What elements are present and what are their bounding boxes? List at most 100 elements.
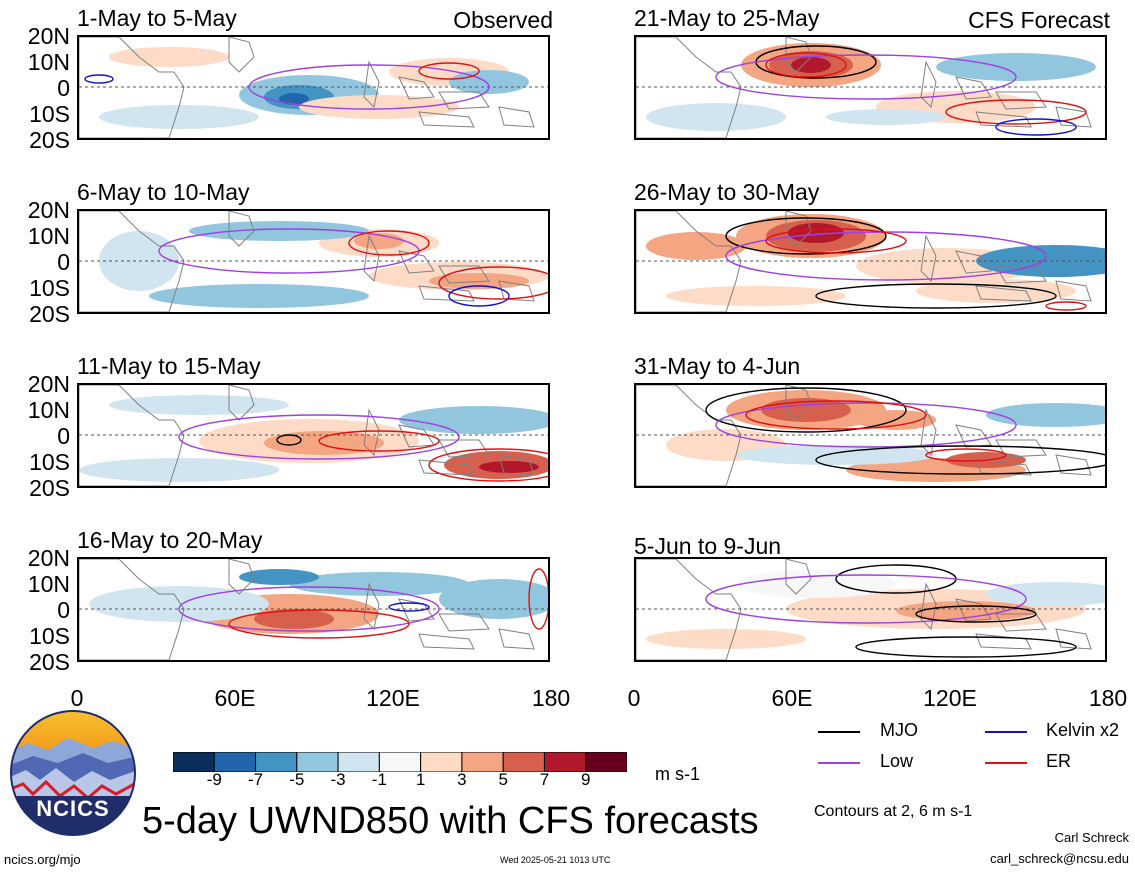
contour-line bbox=[178, 586, 440, 632]
low-line-swatch bbox=[818, 762, 860, 764]
coastline bbox=[228, 385, 255, 421]
coastline bbox=[920, 60, 937, 109]
legend-low: Low bbox=[880, 751, 914, 771]
coastline bbox=[498, 454, 535, 476]
wave-contours bbox=[84, 62, 490, 110]
anomaly-blob bbox=[986, 403, 1105, 427]
coastline bbox=[1055, 628, 1092, 650]
website-link[interactable]: ncics.org/mjo bbox=[4, 852, 81, 867]
coastline bbox=[438, 439, 490, 458]
coastline bbox=[995, 613, 1047, 632]
map-panel-26-may-30-may bbox=[634, 209, 1107, 314]
ncics-logo: NCICS bbox=[8, 708, 138, 838]
legend-er: ER bbox=[1046, 751, 1072, 771]
lon-180-left: 180 bbox=[531, 685, 571, 711]
contour-line bbox=[228, 609, 410, 639]
panel-title-2: 6-May to 10-May bbox=[77, 179, 250, 205]
panel-title-3: 11-May to 15-May bbox=[77, 353, 261, 379]
colorbar-swatch bbox=[585, 752, 627, 772]
colorbar-tick-label: -3 bbox=[330, 770, 346, 789]
coastline bbox=[995, 91, 1047, 110]
wave-contours bbox=[158, 228, 548, 307]
coastlines bbox=[636, 559, 1092, 660]
coastline bbox=[498, 106, 535, 128]
coastline bbox=[79, 559, 185, 660]
coastlines bbox=[79, 211, 535, 312]
mjo-line-swatch bbox=[818, 731, 860, 733]
colorbar-tick-label: 5 bbox=[498, 770, 508, 789]
colorbar bbox=[173, 752, 627, 772]
coastline bbox=[1055, 106, 1092, 128]
lat-20s: 20S bbox=[29, 475, 70, 501]
colorbar-tick-label: 1 bbox=[415, 770, 426, 789]
anomaly-blob bbox=[646, 103, 786, 131]
lat-10n: 10N bbox=[27, 223, 70, 249]
contour-line bbox=[715, 402, 1017, 448]
panel-title-1: 1-May to 5-May bbox=[77, 5, 237, 31]
contour-line bbox=[765, 52, 847, 78]
anomaly-blob bbox=[89, 586, 269, 622]
anomaly-shading bbox=[99, 47, 529, 129]
map-panel-21-may-25-may bbox=[634, 35, 1107, 140]
timestamp: Wed 2025-05-21 1013 UTC bbox=[500, 855, 611, 865]
map-canvas bbox=[636, 37, 1105, 138]
contour-line bbox=[348, 230, 430, 256]
anomaly-blob bbox=[109, 47, 229, 67]
contour-line bbox=[855, 636, 1077, 658]
anomaly-blob bbox=[239, 569, 319, 585]
lat-10s: 10S bbox=[29, 449, 70, 475]
kelvin-line-swatch bbox=[985, 731, 1027, 733]
panel-title-7: 31-May to 4-Jun bbox=[634, 353, 801, 379]
coastline bbox=[920, 408, 937, 457]
lat-10n: 10N bbox=[27, 571, 70, 597]
email[interactable]: carl_schreck@ncsu.edu bbox=[990, 851, 1129, 866]
contour-line bbox=[765, 228, 907, 254]
coastline bbox=[363, 60, 380, 109]
colorbar-swatch bbox=[296, 752, 339, 772]
coastline bbox=[955, 424, 992, 448]
coastline bbox=[636, 559, 742, 660]
lon-120e-left: 120E bbox=[366, 685, 420, 711]
colorbar-swatch bbox=[378, 752, 422, 772]
coastline bbox=[418, 459, 475, 476]
contour-line bbox=[448, 285, 510, 307]
lat-20s: 20S bbox=[29, 127, 70, 153]
map-canvas bbox=[79, 559, 548, 660]
coastline bbox=[398, 76, 435, 100]
lat-eq: 0 bbox=[57, 75, 70, 101]
lat-10n: 10N bbox=[27, 49, 70, 75]
contour-line bbox=[715, 54, 1017, 100]
contour-line bbox=[418, 62, 480, 80]
coastline bbox=[636, 385, 742, 486]
panel-title-8: 5-Jun to 9-Jun bbox=[634, 533, 782, 559]
coastline bbox=[975, 459, 1032, 476]
colorbar-tick-label: 3 bbox=[457, 770, 467, 789]
colorbar-swatch bbox=[502, 752, 545, 772]
colorbar-tick-label: -1 bbox=[371, 770, 387, 789]
panel-title-4: 16-May to 20-May bbox=[77, 527, 263, 553]
lat-10s: 10S bbox=[29, 101, 70, 127]
coastline bbox=[79, 385, 185, 486]
contour-line bbox=[915, 605, 1037, 623]
coastline bbox=[398, 250, 435, 274]
coastline bbox=[1055, 454, 1092, 476]
anomaly-blob bbox=[149, 284, 369, 308]
contour-line bbox=[705, 574, 1027, 624]
colorbar-tick-label: -9 bbox=[206, 770, 222, 789]
lat-eq: 0 bbox=[57, 597, 70, 623]
contour-line bbox=[1045, 301, 1087, 311]
anomaly-blob bbox=[736, 445, 936, 465]
coastline bbox=[975, 111, 1032, 128]
wave-contours bbox=[178, 414, 548, 482]
colorbar-swatch bbox=[173, 752, 215, 772]
coastlines bbox=[79, 559, 535, 660]
coastline bbox=[363, 582, 380, 631]
anomaly-blob bbox=[189, 221, 369, 241]
colorbar-tick-label: 9 bbox=[580, 770, 591, 789]
map-panel-6-may-10-may bbox=[77, 209, 550, 314]
map-canvas bbox=[636, 559, 1105, 660]
logo-text: NCICS bbox=[36, 796, 110, 821]
lon-60e-right: 60E bbox=[771, 685, 813, 711]
anomaly-shading bbox=[646, 570, 1105, 649]
panel-title-5: 21-May to 25-May bbox=[634, 5, 820, 31]
